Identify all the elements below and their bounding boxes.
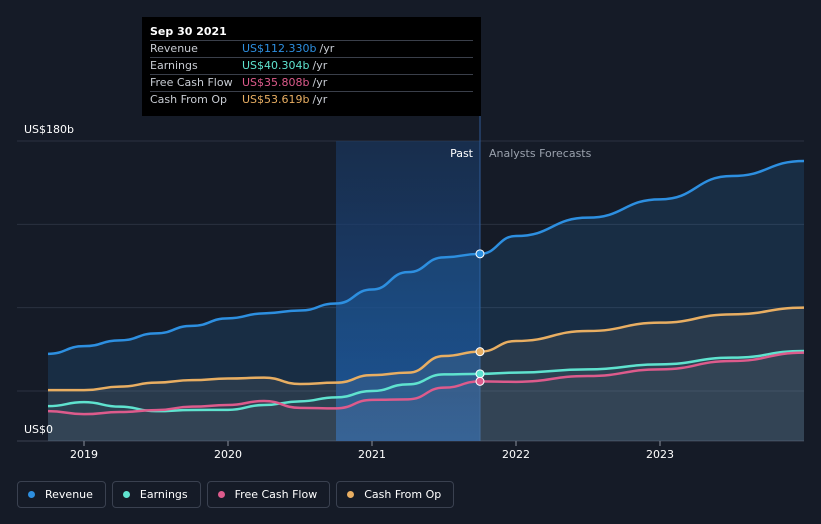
tooltip-unit: /yr xyxy=(312,93,328,106)
marker-free-cash-flow[interactable] xyxy=(475,376,485,386)
tooltip-name: Revenue xyxy=(150,42,198,55)
legend-dot-icon xyxy=(28,491,35,498)
x-tick-label: 2019 xyxy=(70,448,98,461)
tooltip-value: US$53.619b xyxy=(242,93,310,106)
legend-label: Free Cash Flow xyxy=(234,488,318,501)
series-markers xyxy=(475,249,485,386)
marker-revenue[interactable] xyxy=(475,249,485,259)
tooltip-row-earnings: Earnings US$40.304b /yr xyxy=(150,57,473,74)
x-axis: 2019 2020 2021 2022 2023 xyxy=(70,441,674,461)
y-axis-top-label: US$180b xyxy=(24,123,74,136)
y-axis-bottom-label: US$0 xyxy=(24,423,53,436)
legend-label: Cash From Op xyxy=(364,488,442,501)
area-cash-from-op xyxy=(48,307,804,441)
legend-item-free-cash-flow[interactable]: Free Cash Flow xyxy=(206,481,331,508)
tooltip-row-free-cash-flow: Free Cash Flow US$35.808b /yr xyxy=(150,74,473,91)
series-areas xyxy=(48,161,804,441)
line-free-cash-flow xyxy=(47,351,805,416)
marker-earnings[interactable] xyxy=(475,369,485,379)
tooltip-value: US$40.304b xyxy=(242,59,310,72)
series-lines xyxy=(47,159,805,416)
past-label: Past xyxy=(450,147,474,160)
legend-item-revenue[interactable]: Revenue xyxy=(17,481,106,508)
tooltip-unit: /yr xyxy=(312,59,328,72)
tooltip: Sep 30 2021 Revenue US$112.330b /yr Earn… xyxy=(142,17,481,116)
forecast-label: Analysts Forecasts xyxy=(489,147,592,160)
area-revenue xyxy=(48,161,804,441)
marker-cash-from-op[interactable] xyxy=(475,347,485,357)
x-tick-label: 2022 xyxy=(502,448,530,461)
tooltip-name: Free Cash Flow xyxy=(150,76,233,89)
line-cash-from-op xyxy=(48,306,805,392)
tooltip-value: US$112.330b xyxy=(242,42,317,55)
legend-label: Revenue xyxy=(45,488,93,501)
legend-label: Earnings xyxy=(139,488,188,501)
legend-item-earnings[interactable]: Earnings xyxy=(111,481,201,508)
tooltip-name: Earnings xyxy=(150,59,198,72)
legend: Revenue Earnings Free Cash Flow Cash Fro… xyxy=(17,481,455,508)
legend-dot-icon xyxy=(122,491,130,498)
tooltip-value: US$35.808b xyxy=(242,76,310,89)
legend-dot-icon xyxy=(347,491,355,498)
legend-item-cash-from-op[interactable]: Cash From Op xyxy=(336,481,455,508)
tooltip-row-revenue: Revenue US$112.330b /yr xyxy=(150,40,473,57)
tooltip-unit: /yr xyxy=(319,42,335,55)
tooltip-date: Sep 30 2021 xyxy=(150,25,227,38)
x-tick-label: 2020 xyxy=(214,448,242,461)
tooltip-unit: /yr xyxy=(312,76,328,89)
line-revenue xyxy=(47,159,805,356)
x-tick-label: 2021 xyxy=(358,448,386,461)
tooltip-name: Cash From Op xyxy=(150,93,228,106)
tooltip-row-cash-from-op: Cash From Op US$53.619b /yr xyxy=(150,91,473,108)
x-tick-label: 2023 xyxy=(646,448,674,461)
legend-dot-icon xyxy=(217,491,225,498)
